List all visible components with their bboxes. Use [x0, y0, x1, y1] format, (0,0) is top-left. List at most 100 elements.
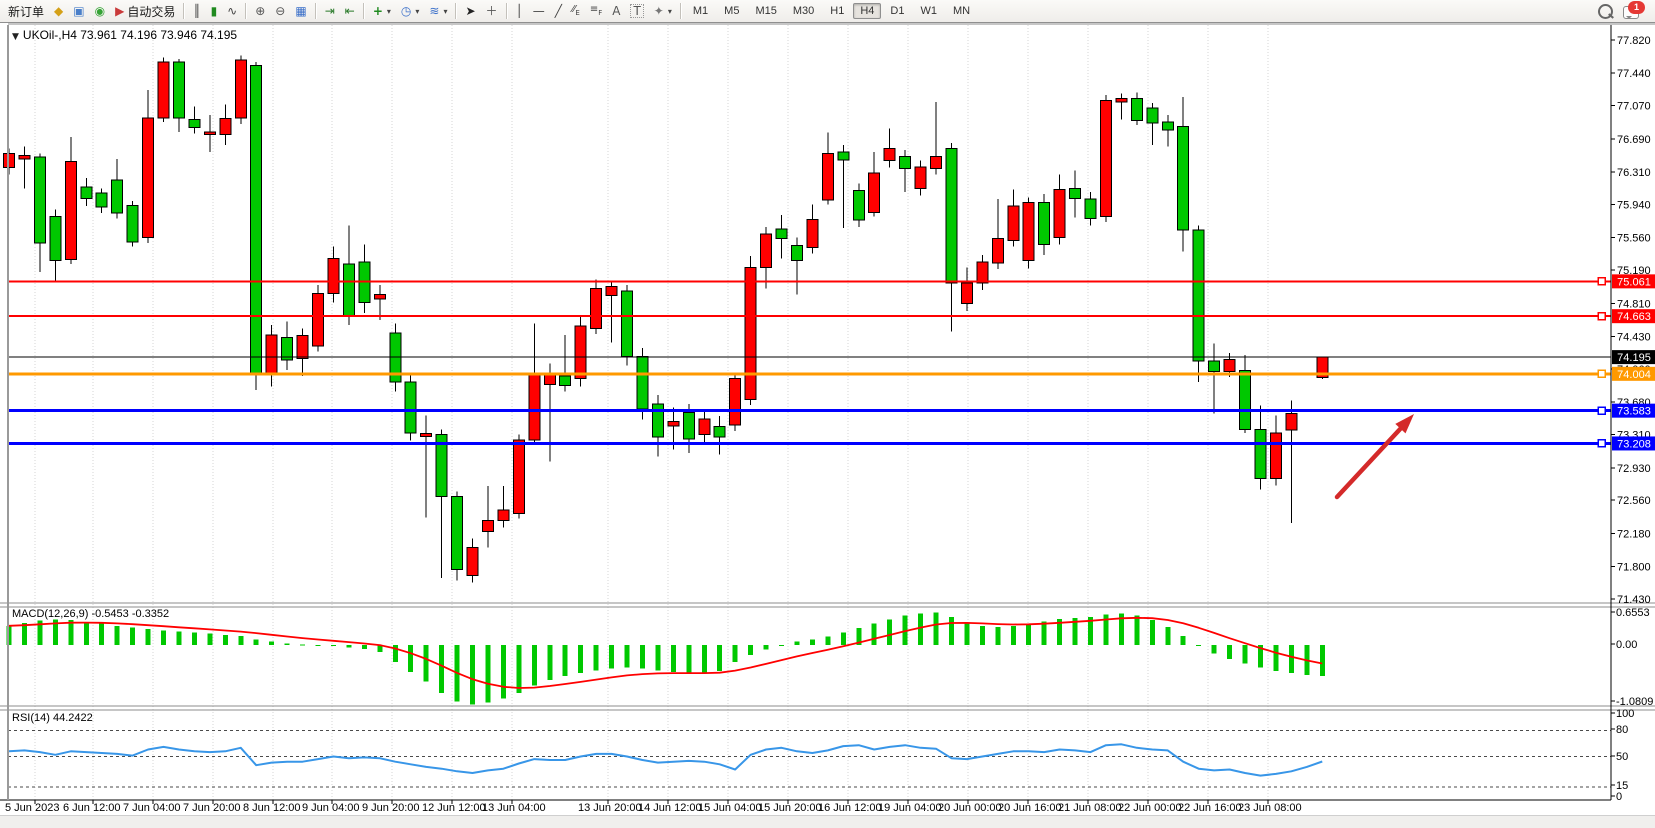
candle: [667, 420, 680, 427]
macd-histogram-bar: [717, 645, 723, 671]
candle: [172, 61, 185, 119]
macd-indicator-label: MACD(12,26,9) -0.5453 -0.3352: [12, 608, 170, 620]
candle: [420, 433, 433, 437]
timeframe-M15[interactable]: M15: [755, 5, 777, 17]
search-icon[interactable]: [1593, 1, 1618, 22]
tile-windows-icon[interactable]: ▦: [295, 4, 307, 18]
price-tick-label: 76.690: [1617, 134, 1651, 146]
candle: [265, 334, 278, 375]
macd-histogram-bar: [856, 628, 862, 645]
candle: [142, 117, 155, 239]
candle: [806, 218, 819, 248]
candle: [188, 119, 201, 128]
macd-histogram-bar: [1319, 645, 1325, 676]
candle: [991, 238, 1004, 264]
timeframe-M1[interactable]: M1: [692, 5, 709, 17]
market-watch-icon[interactable]: ▣: [73, 4, 85, 18]
text-label-icon[interactable]: T: [625, 1, 648, 22]
line-handle[interactable]: [1597, 439, 1606, 448]
notifications-icon[interactable]: 1: [1618, 0, 1645, 22]
rsi-scale-label: 50: [1616, 751, 1628, 763]
candle: [883, 147, 896, 162]
candle: [435, 434, 448, 498]
zoom-out-icon[interactable]: ⊖: [275, 4, 286, 18]
templates-button[interactable]: ≋ ▾: [429, 4, 448, 18]
signals-icon[interactable]: ◉: [94, 4, 106, 18]
macd-histogram-bar: [531, 645, 537, 686]
candle: [636, 356, 649, 410]
bar-chart-icon[interactable]: ║: [193, 4, 201, 18]
timeframe-H1[interactable]: H1: [830, 5, 845, 17]
macd-histogram-bar: [269, 641, 275, 645]
rsi-scale-label: 0: [1616, 791, 1622, 803]
cursor-icon[interactable]: ➤: [465, 4, 476, 18]
macd-histogram-bar: [330, 645, 336, 647]
line-handle[interactable]: [1597, 369, 1606, 379]
candle: [234, 59, 247, 119]
macd-histogram-bar: [83, 621, 89, 645]
macd-histogram-bar: [99, 623, 105, 645]
macd-histogram-bar: [37, 620, 43, 645]
macd-histogram-bar: [1242, 645, 1248, 664]
line-handle[interactable]: [1597, 277, 1606, 286]
vertical-line-icon[interactable]: │: [515, 4, 523, 18]
macd-histogram-bar: [639, 645, 645, 669]
macd-histogram-bar: [1257, 645, 1263, 668]
price-badge: [1612, 274, 1655, 289]
price-badge-label: 74.004: [1617, 369, 1651, 381]
chart-symbol-label[interactable]: ▼ UKOil-,H4 73.961 74.196 73.946 74.195: [12, 28, 238, 42]
crosshair-icon[interactable]: ＋: [485, 4, 498, 18]
equidistant-channel-icon[interactable]: ⁄⁄E: [572, 4, 580, 17]
arrow-annotation-line[interactable]: [1334, 424, 1405, 500]
candle: [126, 204, 139, 243]
line-handle[interactable]: [1597, 311, 1606, 321]
rsi-scale-label: 15: [1616, 780, 1628, 792]
profiles-icon[interactable]: ◆: [54, 4, 64, 18]
chart-shift-icon[interactable]: ⇤: [344, 4, 355, 18]
timeframe-M30[interactable]: M30: [792, 5, 815, 17]
timeframe-MN[interactable]: MN: [952, 5, 971, 17]
price-badge: [1612, 403, 1655, 418]
trendline-icon[interactable]: ╱: [554, 4, 563, 18]
time-axis-label: 15 Jun 04:00: [698, 802, 762, 814]
fibonacci-icon[interactable]: ≡F: [589, 4, 603, 17]
macd-histogram-bar: [809, 639, 815, 645]
time-axis-label: 14 Jun 12:00: [638, 802, 702, 814]
candle: [899, 155, 912, 170]
periods-menu-button[interactable]: ◷ ▾: [400, 4, 420, 18]
line-handle[interactable]: [1597, 406, 1606, 415]
timeframe-D1[interactable]: D1: [890, 5, 905, 17]
zoom-in-icon[interactable]: ⊕: [255, 4, 266, 18]
macd-histogram-bar: [593, 645, 599, 671]
macd-histogram-bar: [408, 645, 414, 673]
new-chart-button[interactable]: + ▾: [372, 4, 391, 18]
candle: [821, 153, 834, 201]
time-axis-label: 20 Jun 00:00: [938, 802, 1002, 814]
candle: [312, 293, 324, 347]
macd-histogram-bar: [701, 645, 707, 674]
line-chart-icon[interactable]: ∿: [227, 4, 238, 18]
macd-histogram-bar: [191, 632, 197, 645]
candle: [960, 282, 973, 304]
candle: [1161, 121, 1174, 131]
candle: [574, 325, 587, 380]
arrow-annotation-head[interactable]: [1395, 414, 1414, 434]
autotrading-icon: ▶: [115, 4, 125, 18]
candle: [250, 64, 263, 374]
candle: [18, 154, 31, 160]
timeframe-H4[interactable]: H4: [853, 3, 882, 19]
auto-scroll-icon[interactable]: ⇥: [324, 4, 335, 18]
macd-histogram-bar: [1010, 625, 1016, 645]
shapes-menu-icon[interactable]: ✦ ▾: [653, 4, 672, 18]
macd-histogram-bar: [485, 645, 491, 703]
macd-histogram-bar: [1118, 613, 1124, 645]
rsi-indicator-label: RSI(14) 44.2422: [12, 712, 93, 724]
horizontal-line-icon[interactable]: —: [532, 4, 545, 18]
new-order-button[interactable]: 新订单: [8, 4, 45, 19]
text-icon[interactable]: A: [612, 4, 621, 18]
candlestick-chart-icon[interactable]: ▮: [210, 4, 218, 18]
timeframe-W1[interactable]: W1: [920, 5, 937, 17]
timeframe-M5[interactable]: M5: [724, 5, 740, 17]
autotrading-button[interactable]: ▶ 自动交易: [115, 4, 176, 19]
